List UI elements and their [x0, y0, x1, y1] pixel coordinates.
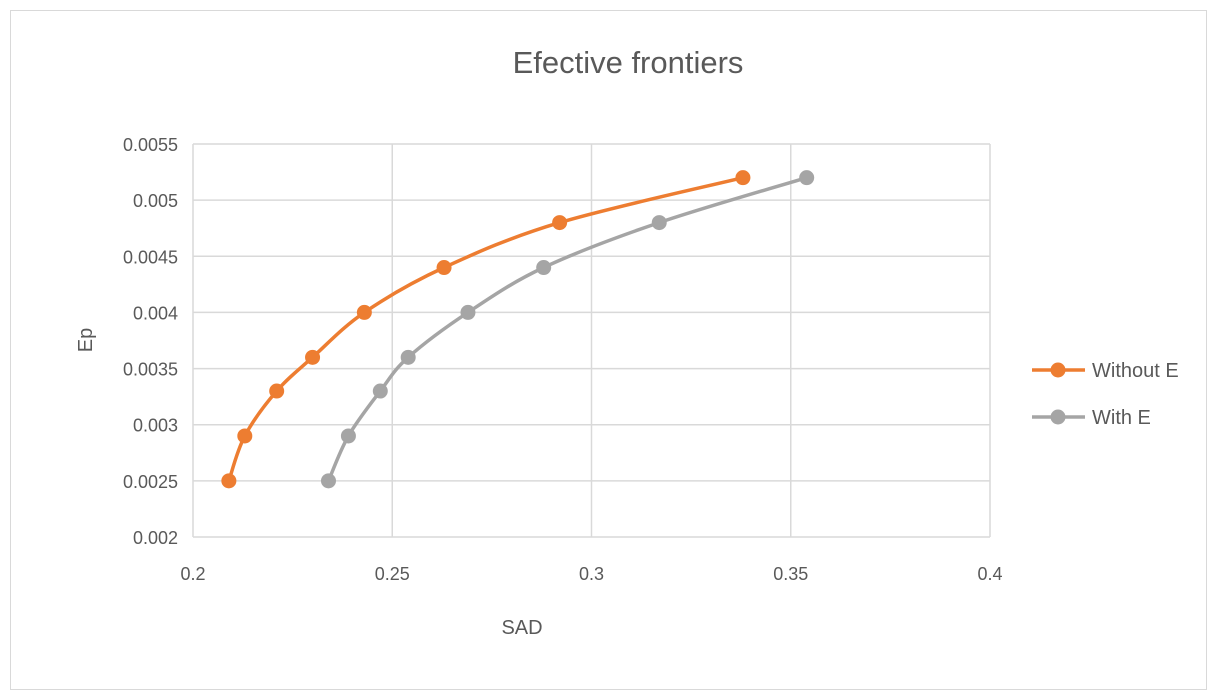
data-point — [552, 215, 568, 231]
x-tick-label: 0.2 — [180, 564, 205, 584]
series-1 — [221, 170, 751, 489]
y-tick-label: 0.005 — [133, 191, 178, 211]
data-point — [536, 260, 552, 276]
data-point — [320, 473, 336, 489]
y-tick-label: 0.003 — [133, 416, 178, 436]
x-axis-label: SAD — [501, 617, 542, 639]
data-point — [460, 304, 476, 320]
y-tick-label: 0.0045 — [123, 247, 178, 267]
y-tick-label: 0.002 — [133, 528, 178, 548]
legend-marker — [1050, 409, 1066, 425]
data-point — [400, 349, 416, 365]
legend-item: With E — [1032, 407, 1151, 429]
legend-item: Without E — [1032, 360, 1179, 382]
data-point — [356, 304, 372, 320]
y-tick-label: 0.0055 — [123, 135, 178, 155]
x-tick-label: 0.3 — [579, 564, 604, 584]
y-tick-labels: 0.002 0.0025 0.003 0.0035 0.004 0.0045 0.005 0.… — [123, 135, 178, 548]
y-tick-label: 0.0025 — [123, 472, 178, 492]
chart-title: Efective frontiers — [513, 45, 744, 80]
data-point — [221, 473, 237, 489]
legend-label: With E — [1092, 407, 1151, 429]
data-point — [237, 428, 253, 444]
data-point — [340, 428, 356, 444]
y-axis-label: Ep — [75, 328, 97, 352]
legend-label: Without E — [1092, 360, 1179, 382]
data-point — [269, 383, 285, 399]
legend: Without E With E — [1032, 360, 1179, 429]
x-tick-label: 0.4 — [977, 564, 1002, 584]
y-tick-label: 0.004 — [133, 303, 178, 323]
series-layer — [221, 170, 815, 489]
data-point — [372, 383, 388, 399]
data-point — [436, 260, 452, 276]
series-2 — [320, 170, 815, 489]
chart-frame — [10, 10, 1207, 690]
y-tick-label: 0.0035 — [123, 360, 178, 380]
x-tick-label: 0.35 — [773, 564, 808, 584]
legend-marker — [1050, 362, 1066, 378]
data-point — [735, 170, 751, 186]
x-tick-labels: 0.2 0.25 0.3 0.35 0.4 — [180, 564, 1002, 584]
data-point — [799, 170, 815, 186]
data-point — [305, 349, 321, 365]
data-point — [651, 215, 667, 231]
x-tick-label: 0.25 — [375, 564, 410, 584]
grid — [192, 143, 991, 538]
series-line — [326, 175, 809, 483]
